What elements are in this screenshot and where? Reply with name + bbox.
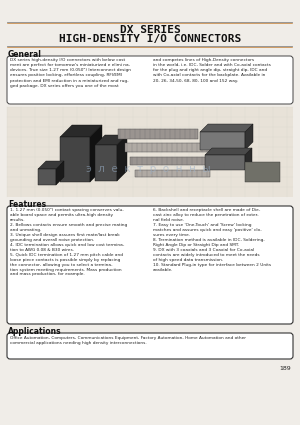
Polygon shape: [56, 161, 64, 185]
Bar: [125, 143, 210, 152]
Bar: [7, 107, 293, 197]
Polygon shape: [38, 161, 64, 169]
Text: Office Automation, Computers, Communications Equipment, Factory Automation, Home: Office Automation, Computers, Communicat…: [10, 336, 246, 345]
FancyBboxPatch shape: [7, 56, 293, 104]
Polygon shape: [95, 145, 117, 181]
Bar: [130, 157, 210, 165]
Bar: [245, 162, 280, 182]
Polygon shape: [95, 135, 127, 145]
Text: HIGH-DENSITY I/O CONNECTORS: HIGH-DENSITY I/O CONNECTORS: [59, 34, 241, 44]
Text: э  л  е  к  т  р  о  н  н  ы: э л е к т р о н н ы: [86, 164, 210, 174]
Polygon shape: [200, 132, 245, 150]
Polygon shape: [200, 124, 253, 132]
Polygon shape: [60, 137, 90, 182]
FancyBboxPatch shape: [7, 333, 293, 359]
Polygon shape: [117, 135, 127, 181]
Text: General: General: [8, 50, 42, 59]
Polygon shape: [205, 148, 252, 155]
Bar: [118, 129, 198, 139]
Text: and competes lines of High-Density connectors
in the world, i.e. IDC, Solder and: and competes lines of High-Density conne…: [153, 58, 271, 82]
Text: DX series high-density I/O connectors with below cost
ment are perfect for tomor: DX series high-density I/O connectors wi…: [10, 58, 131, 88]
Polygon shape: [245, 124, 253, 150]
Text: DX SERIES: DX SERIES: [120, 25, 180, 35]
Text: 6. Backshell and receptacle shell are made of Die-
cast zinc alloy to reduce the: 6. Backshell and receptacle shell are ma…: [153, 208, 271, 272]
Polygon shape: [60, 125, 102, 137]
Polygon shape: [38, 169, 56, 185]
Polygon shape: [245, 148, 252, 170]
Text: 189: 189: [279, 366, 291, 371]
Bar: [135, 170, 210, 177]
Text: 1. 1.27 mm (0.050") contact spacing conserves valu-
able board space and permits: 1. 1.27 mm (0.050") contact spacing cons…: [10, 208, 127, 277]
Polygon shape: [90, 125, 102, 182]
Text: Features: Features: [8, 200, 46, 209]
Text: Applications: Applications: [8, 327, 62, 336]
FancyBboxPatch shape: [7, 206, 293, 324]
Polygon shape: [205, 155, 245, 170]
